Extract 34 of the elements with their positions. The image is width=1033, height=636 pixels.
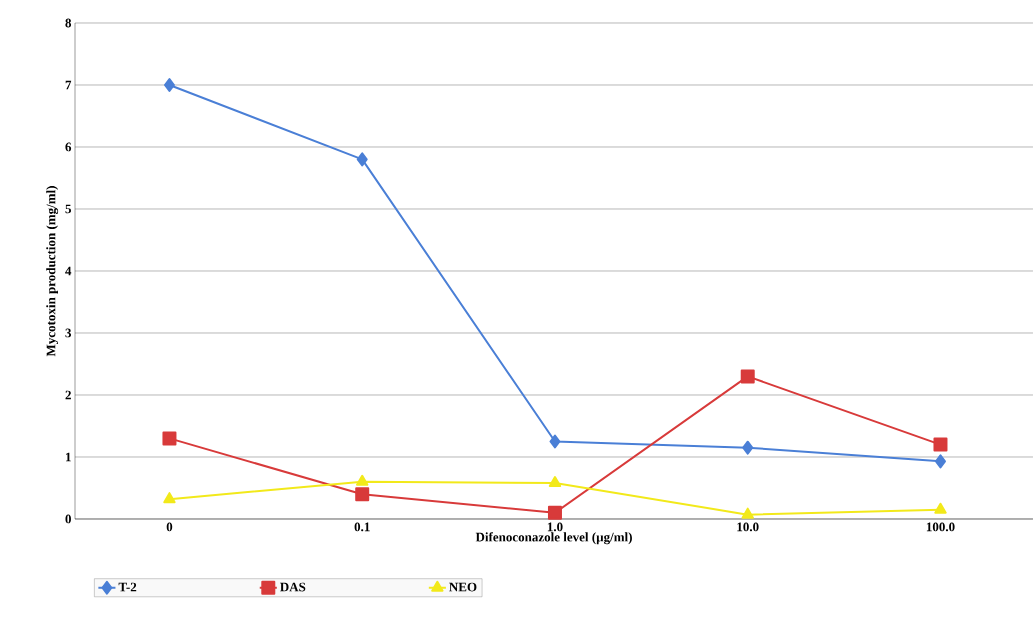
x-tick-label: 0.1 xyxy=(354,522,370,532)
x-tick-label: 100.0 xyxy=(926,522,955,532)
legend-label: DAS xyxy=(280,582,306,592)
point xyxy=(933,437,948,452)
point xyxy=(742,440,754,455)
y-tick-label: 3 xyxy=(65,328,72,338)
point xyxy=(163,492,176,504)
y-tick-label: 4 xyxy=(65,266,72,276)
y-tick-label: 8 xyxy=(65,18,72,28)
y-tick-label: 0 xyxy=(65,514,71,524)
point xyxy=(355,487,370,502)
point xyxy=(934,454,946,469)
y-tick-label: 1 xyxy=(66,452,71,462)
point xyxy=(740,369,755,384)
legend-label: T-2 xyxy=(118,582,137,592)
x-tick-label: 0 xyxy=(166,522,173,532)
point xyxy=(356,152,368,167)
y-tick-label: 7 xyxy=(65,80,72,90)
x-tick-label: 1.0 xyxy=(547,522,563,532)
x-axis-title: Difenoconazole level (µg/ml) xyxy=(475,532,632,545)
y-tick-label: 5 xyxy=(65,204,71,214)
point xyxy=(162,431,177,446)
point xyxy=(741,507,754,519)
y-tick-label: 6 xyxy=(65,142,72,152)
point xyxy=(163,77,175,92)
point xyxy=(547,505,562,520)
point xyxy=(549,434,561,449)
point xyxy=(934,502,947,514)
point xyxy=(356,474,369,486)
y-tick-label: 2 xyxy=(65,390,71,400)
x-tick-label: 10.0 xyxy=(737,522,759,532)
y-axis-title: Mycotoxin production (mg/ml) xyxy=(46,186,59,357)
point xyxy=(548,476,562,488)
legend-label: NEO xyxy=(449,582,477,592)
